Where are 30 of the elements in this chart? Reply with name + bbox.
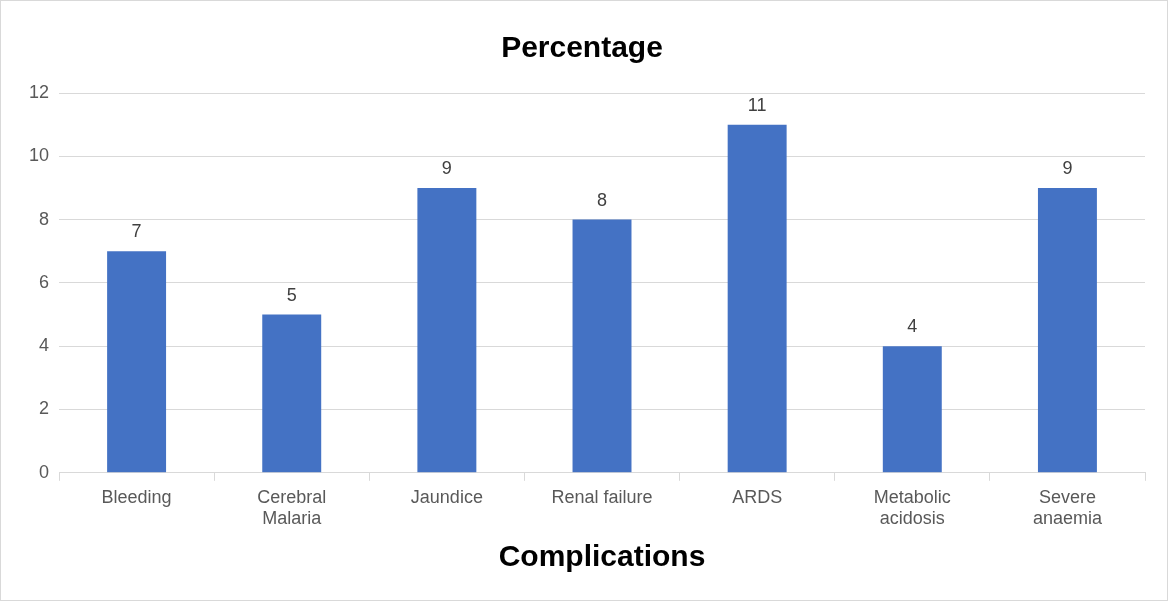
bar <box>417 187 477 473</box>
y-tick-label: 12 <box>28 81 50 102</box>
x-tick-label: Bleeding <box>101 486 172 507</box>
x-tick-label: Severe anaemia <box>1032 486 1103 529</box>
x-axis-title: Complications <box>498 539 706 573</box>
y-tick-label: 2 <box>39 398 50 419</box>
data-label: 11 <box>747 94 767 115</box>
data-label: 4 <box>907 316 918 337</box>
bar <box>262 314 322 473</box>
data-label: 8 <box>597 189 608 210</box>
data-label: 9 <box>1062 157 1073 178</box>
data-label: 9 <box>441 157 452 178</box>
y-tick-label: 10 <box>28 145 50 166</box>
data-label: 7 <box>131 221 142 242</box>
x-tick-label: Metabolic acidosis <box>873 486 951 529</box>
x-tick-label: Jaundice <box>410 486 483 507</box>
x-tick-label: Renal failure <box>551 486 653 507</box>
chart-title: Percentage <box>501 30 663 64</box>
y-tick-label: 4 <box>39 335 50 356</box>
bar <box>107 251 167 473</box>
y-tick-label: 6 <box>39 271 50 292</box>
x-tick-label: Cerebral Malaria <box>257 486 327 529</box>
y-tick-label: 0 <box>39 461 50 482</box>
data-label: 5 <box>286 284 297 305</box>
x-tick-label: ARDS <box>732 486 783 507</box>
bar <box>1037 187 1097 473</box>
bar <box>882 346 942 473</box>
y-tick-label: 8 <box>39 208 50 229</box>
bar <box>572 219 632 473</box>
bar <box>727 124 787 473</box>
